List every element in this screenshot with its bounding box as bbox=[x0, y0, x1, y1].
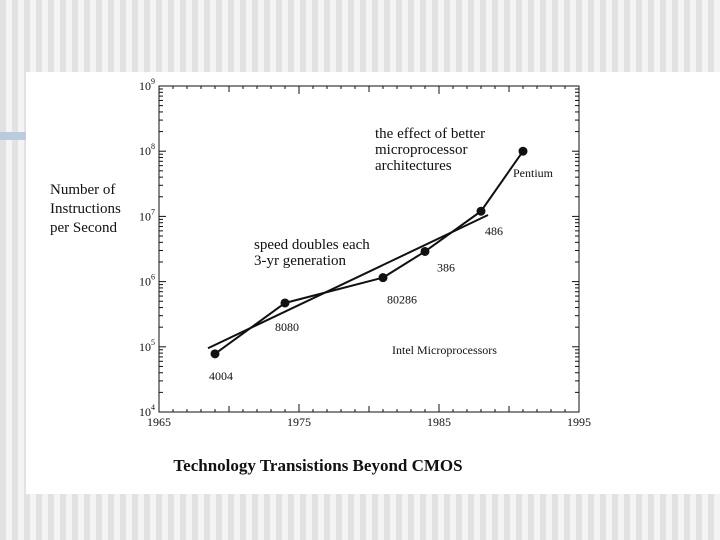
architecture-annotation-line-1: the effect of better bbox=[375, 126, 486, 142]
speed-annotation-line-1: speed doubles each bbox=[254, 237, 370, 253]
y-tick-label: 109 bbox=[139, 77, 155, 93]
y-tick-label: 104 bbox=[139, 403, 155, 419]
y-tick-label: 105 bbox=[139, 338, 155, 354]
data-label-386: 386 bbox=[437, 260, 455, 274]
y-axis-label-line-2: Instructions bbox=[50, 201, 121, 217]
architecture-annotation-line-2: microprocessor bbox=[375, 142, 468, 158]
x-tick-label: 1975 bbox=[287, 415, 311, 429]
x-tick-label: 1995 bbox=[567, 415, 591, 429]
y-axis-label-line-3: per Second bbox=[50, 220, 118, 236]
speed-annotation-line-2: 3-yr generation bbox=[254, 253, 347, 269]
x-tick-label: 1985 bbox=[427, 415, 451, 429]
x-tick-label: 1965 bbox=[147, 415, 171, 429]
y-tick-label: 108 bbox=[139, 142, 155, 158]
series-line bbox=[214, 150, 524, 355]
data-point-8080 bbox=[280, 298, 290, 308]
data-label-4004: 4004 bbox=[209, 369, 233, 383]
data-label-486: 486 bbox=[485, 224, 503, 238]
data-label-80286: 80286 bbox=[387, 293, 417, 307]
data-point-4004 bbox=[210, 349, 220, 359]
architecture-annotation-line-3: architectures bbox=[375, 158, 452, 174]
y-axis-label-line-1: Number of bbox=[50, 182, 116, 198]
legend-note: Intel Microprocessors bbox=[392, 343, 497, 357]
slide-title: Technology Transistions Beyond CMOS bbox=[173, 456, 463, 475]
y-axis-label: Number of Instructions per Second bbox=[50, 181, 160, 238]
data-point-486 bbox=[476, 206, 486, 216]
data-label-Pentium: Pentium bbox=[513, 166, 554, 180]
y-tick-label: 106 bbox=[139, 273, 155, 289]
speed-annotation: speed doubles each 3-yr generation bbox=[254, 237, 370, 269]
chart-panel: 104 105 106 107 108 109 1965 1975 1985 1995 4004 80… bbox=[26, 72, 720, 494]
data-point-80286 bbox=[378, 273, 388, 283]
data-point-Pentium bbox=[518, 146, 528, 156]
architecture-annotation: the effect of better microprocessor arch… bbox=[375, 126, 485, 174]
chart-svg: 104 105 106 107 108 109 1965 1975 1985 1995 4004 80… bbox=[139, 77, 591, 429]
data-point-386 bbox=[420, 246, 430, 256]
y-tick-label: 107 bbox=[139, 207, 155, 223]
data-label-8080: 8080 bbox=[275, 320, 299, 334]
